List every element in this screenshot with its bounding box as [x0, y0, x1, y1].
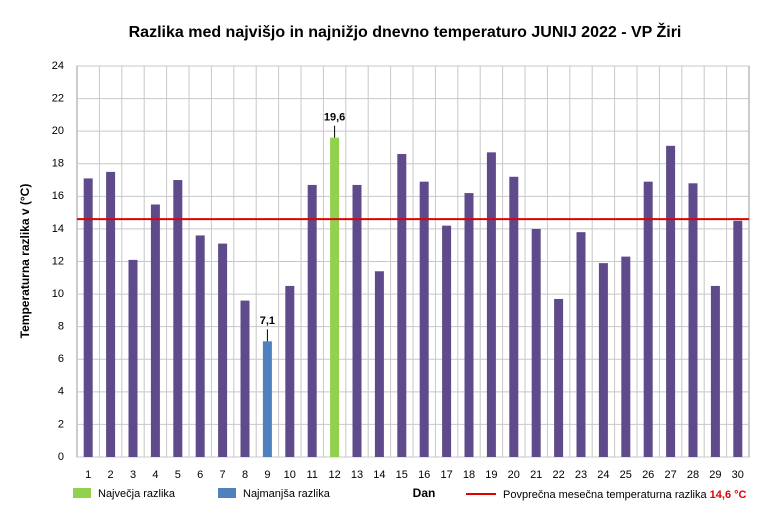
bar: [576, 232, 586, 457]
bar: [486, 152, 496, 458]
x-tick-label: 25: [620, 469, 632, 481]
y-tick-label: 0: [58, 451, 64, 463]
x-tick-label: 6: [197, 469, 203, 481]
x-tick-label: 19: [485, 469, 497, 481]
y-tick-label: 14: [52, 223, 64, 235]
legend-average-value: 14,6 °C: [710, 489, 747, 501]
x-tick-label: 12: [328, 469, 340, 481]
y-tick-label: 2: [58, 418, 64, 430]
bar: [173, 180, 183, 457]
legend-swatch: [73, 488, 91, 498]
bar: [531, 228, 541, 457]
legend-label: Najmanjša razlika: [243, 488, 331, 500]
bar: [464, 193, 474, 457]
bar: [733, 220, 743, 457]
bar: [150, 204, 160, 457]
x-tick-label: 24: [597, 469, 609, 481]
bar: [285, 285, 295, 457]
x-tick-label: 28: [687, 469, 699, 481]
bar: [374, 271, 384, 457]
y-axis-title: Temperaturna razlika v (°C): [18, 184, 32, 339]
bar: [106, 171, 116, 458]
x-tick-label: 17: [440, 469, 452, 481]
y-tick-label: 16: [52, 190, 64, 202]
legend-swatch: [218, 488, 236, 498]
x-tick-label: 27: [664, 469, 676, 481]
bar: [128, 259, 138, 457]
value-label: 7,1: [260, 315, 275, 327]
bar: [419, 181, 429, 457]
bar: [688, 183, 698, 458]
x-tick-label: 14: [373, 469, 385, 481]
x-tick-label: 30: [732, 469, 744, 481]
chart-title: Razlika med najvišjo in najnižjo dnevno …: [129, 22, 682, 41]
bar: [621, 256, 631, 457]
bar: [598, 263, 608, 457]
y-tick-label: 22: [52, 92, 64, 104]
x-tick-label: 23: [575, 469, 587, 481]
bar: [218, 243, 228, 457]
x-tick-label: 29: [709, 469, 721, 481]
x-tick-label: 16: [418, 469, 430, 481]
x-tick-label: 4: [152, 469, 158, 481]
x-tick-label: 8: [242, 469, 248, 481]
x-tick-label: 21: [530, 469, 542, 481]
bar: [83, 178, 93, 457]
bar: [195, 235, 205, 457]
y-tick-label: 8: [58, 321, 64, 333]
bar: [554, 298, 564, 457]
x-tick-label: 26: [642, 469, 654, 481]
bar: [397, 153, 407, 457]
x-tick-label: 11: [306, 469, 317, 481]
bar: [262, 341, 272, 457]
y-tick-label: 6: [58, 353, 64, 365]
bar: [352, 184, 362, 457]
bar: [330, 137, 340, 457]
y-tick-label: 4: [58, 386, 64, 398]
y-tick-label: 18: [52, 158, 64, 170]
x-tick-label: 7: [220, 469, 226, 481]
x-tick-label: 9: [264, 469, 270, 481]
x-tick-label: 2: [108, 469, 114, 481]
x-tick-label: 5: [175, 469, 181, 481]
y-tick-label: 12: [52, 255, 64, 267]
y-tick-label: 20: [52, 125, 64, 137]
bar: [509, 176, 519, 458]
x-tick-label: 20: [508, 469, 520, 481]
x-axis-title: Dan: [413, 486, 436, 500]
bar: [442, 225, 452, 457]
x-tick-label: 13: [351, 469, 363, 481]
legend-average: Povprečna mesečna temperaturna razlika 1…: [503, 489, 747, 501]
x-tick-label: 10: [284, 469, 296, 481]
legend-average-name: Povprečna mesečna temperaturna razlika: [503, 489, 707, 501]
x-tick-label: 3: [130, 469, 136, 481]
bar: [710, 285, 720, 457]
x-tick-label: 15: [396, 469, 408, 481]
bar: [643, 181, 653, 457]
bar: [666, 145, 676, 457]
legend-label: Največja razlika: [98, 488, 176, 500]
y-tick-label: 24: [52, 60, 64, 72]
x-tick-label: 22: [552, 469, 564, 481]
x-tick-label: 1: [85, 469, 91, 481]
y-tick-label: 10: [52, 288, 64, 300]
bar: [307, 184, 317, 457]
bar: [240, 300, 250, 457]
value-label: 19,6: [324, 112, 345, 124]
x-tick-label: 18: [463, 469, 475, 481]
